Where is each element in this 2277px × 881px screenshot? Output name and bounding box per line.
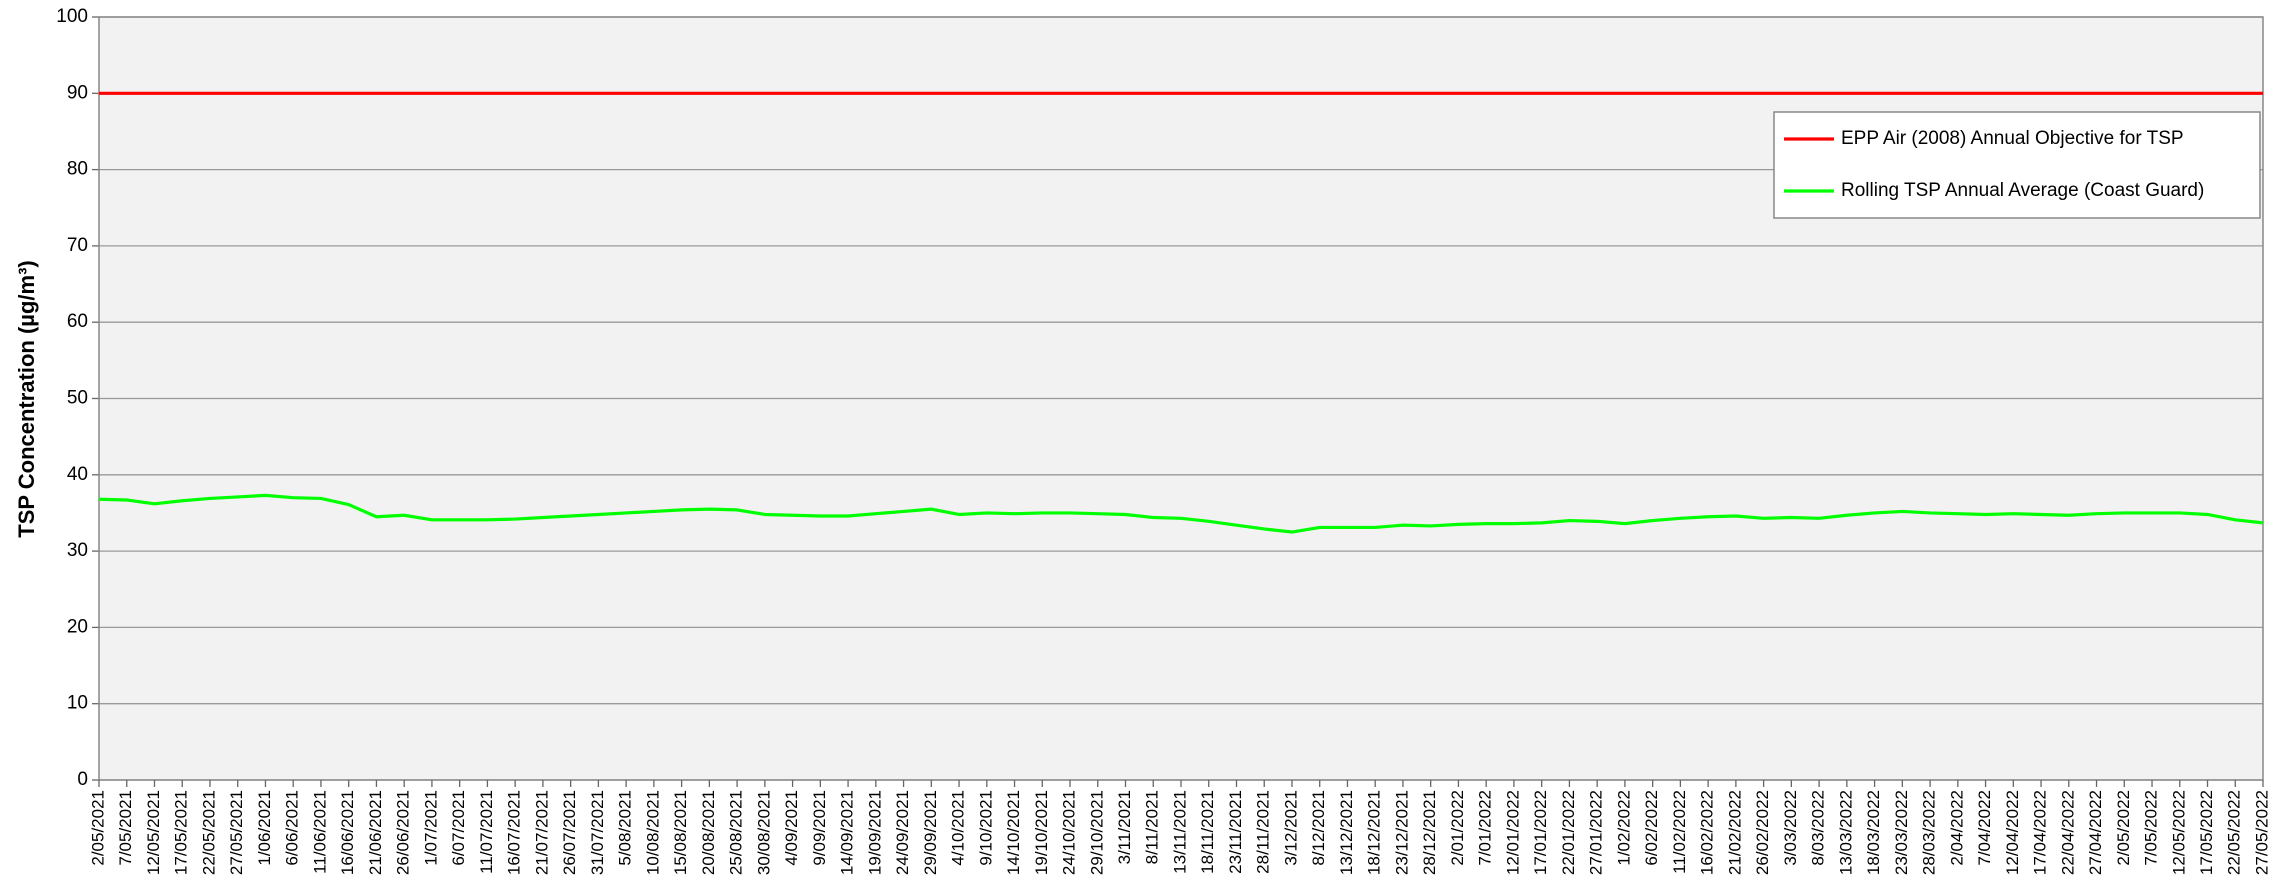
x-tick-label: 10/08/2021 — [643, 790, 662, 875]
x-tick-label: 25/08/2021 — [727, 790, 746, 875]
x-tick-label: 6/07/2021 — [449, 790, 468, 866]
x-tick-label: 23/11/2021 — [1226, 790, 1245, 874]
y-tick-label: 0 — [77, 769, 88, 790]
y-tick-label: 100 — [56, 6, 88, 27]
x-tick-label: 17/05/2022 — [2197, 790, 2216, 875]
x-tick-label: 13/12/2021 — [1337, 790, 1356, 875]
x-tick-label: 2/05/2022 — [2114, 790, 2133, 866]
x-tick-label: 18/12/2021 — [1365, 790, 1384, 875]
x-tick-label: 11/06/2021 — [310, 790, 329, 874]
x-tick-label: 4/10/2021 — [949, 790, 968, 866]
x-tick-label: 27/04/2022 — [2086, 790, 2105, 875]
x-tick-label: 16/07/2021 — [505, 790, 524, 875]
x-tick-label: 26/02/2022 — [1753, 790, 1772, 875]
x-tick-label: 21/06/2021 — [366, 790, 385, 875]
x-tick-label: 27/05/2022 — [2252, 790, 2271, 875]
x-tick-label: 3/11/2021 — [1115, 790, 1134, 864]
x-tick-label: 19/10/2021 — [1032, 790, 1051, 875]
x-tick-label: 30/08/2021 — [754, 790, 773, 875]
x-tick-label: 3/12/2021 — [1281, 790, 1300, 866]
x-tick-label: 23/03/2022 — [1892, 790, 1911, 875]
x-tick-label: 21/02/2022 — [1725, 790, 1744, 875]
x-tick-label: 22/01/2022 — [1559, 790, 1578, 875]
data-line — [98, 493, 2264, 534]
x-tick-label: 7/01/2022 — [1476, 790, 1495, 866]
x-tick-label: 27/01/2022 — [1587, 790, 1606, 875]
y-axis-title: TSP Concentration (µg/m³) — [14, 260, 39, 538]
y-tick-label: 50 — [67, 388, 88, 409]
x-tick-label: 12/04/2022 — [2003, 790, 2022, 875]
x-tick-label: 27/05/2021 — [227, 790, 246, 875]
x-tick-label: 18/03/2022 — [1864, 790, 1883, 875]
y-tick-label: 20 — [67, 616, 88, 637]
x-tick-label: 12/05/2021 — [144, 790, 163, 875]
y-tick-label: 10 — [67, 693, 88, 714]
x-tick-label: 28/12/2021 — [1420, 790, 1439, 875]
x-tick-label: 6/02/2022 — [1642, 790, 1661, 866]
x-tick-label: 13/11/2021 — [1170, 790, 1189, 874]
x-tick-label: 28/11/2021 — [1254, 790, 1273, 874]
x-tick-label: 9/10/2021 — [976, 790, 995, 866]
x-tick-label: 2/01/2022 — [1448, 790, 1467, 866]
x-tick-label: 5/08/2021 — [616, 790, 635, 866]
x-tick-label: 28/03/2022 — [1920, 790, 1939, 875]
x-tick-label: 7/05/2022 — [2142, 790, 2161, 866]
x-tick-label: 17/04/2022 — [2031, 790, 2050, 875]
x-tick-label: 26/06/2021 — [394, 790, 413, 875]
x-tick-label: 11/02/2022 — [1670, 790, 1689, 874]
x-tick-label: 20/08/2021 — [699, 790, 718, 875]
x-tick-label: 15/08/2021 — [671, 790, 690, 875]
x-tick-label: 17/05/2021 — [172, 790, 191, 875]
x-tick-label: 1/07/2021 — [421, 790, 440, 866]
x-tick-label: 16/06/2021 — [338, 790, 357, 875]
x-tick-label: 3/03/2022 — [1781, 790, 1800, 866]
x-tick-label: 9/09/2021 — [810, 790, 829, 866]
x-tick-label: 21/07/2021 — [532, 790, 551, 875]
x-tick-label: 11/07/2021 — [477, 790, 496, 874]
y-tick-label: 60 — [67, 311, 88, 332]
y-tick-label: 70 — [67, 235, 88, 256]
x-tick-label: 29/10/2021 — [1087, 790, 1106, 875]
x-tick-label: 6/06/2021 — [283, 790, 302, 866]
x-tick-label: 19/09/2021 — [865, 790, 884, 875]
x-tick-label: 12/01/2022 — [1503, 790, 1522, 875]
x-tick-label: 7/05/2021 — [116, 790, 135, 866]
legend-box — [1773, 111, 2261, 219]
x-tick-label: 8/12/2021 — [1309, 790, 1328, 866]
y-tick-label: 30 — [67, 540, 88, 561]
legend-label: EPP Air (2008) Annual Objective for TSP — [1841, 128, 2184, 149]
x-tick-label: 26/07/2021 — [560, 790, 579, 875]
x-tick-label: 22/05/2021 — [199, 790, 218, 875]
y-tick-label: 40 — [67, 464, 88, 485]
x-tick-label: 2/04/2022 — [1947, 790, 1966, 866]
x-tick-label: 4/09/2021 — [782, 790, 801, 866]
x-tick-label: 22/05/2022 — [2225, 790, 2244, 875]
x-tick-label: 23/12/2021 — [1392, 790, 1411, 875]
x-tick-label: 24/09/2021 — [893, 790, 912, 875]
x-tick-label: 29/09/2021 — [921, 790, 940, 875]
y-tick-label: 90 — [67, 82, 88, 103]
x-tick-label: 14/09/2021 — [838, 790, 857, 875]
x-tick-label: 24/10/2021 — [1060, 790, 1079, 875]
x-tick-label: 13/03/2022 — [1836, 790, 1855, 875]
legend-label: Rolling TSP Annual Average (Coast Guard) — [1841, 180, 2204, 201]
x-tick-label: 1/02/2022 — [1614, 790, 1633, 866]
x-tick-label: 31/07/2021 — [588, 790, 607, 875]
x-tick-label: 16/02/2022 — [1698, 790, 1717, 875]
x-tick-label: 12/05/2022 — [2169, 790, 2188, 875]
x-tick-label: 22/04/2022 — [2058, 790, 2077, 875]
x-tick-label: 7/04/2022 — [1975, 790, 1994, 866]
x-tick-label: 1/06/2021 — [255, 790, 274, 866]
legend: EPP Air (2008) Annual Objective for TSP R… — [1773, 111, 2261, 219]
x-tick-label: 2/05/2021 — [88, 790, 107, 866]
x-tick-label: 8/11/2021 — [1143, 790, 1162, 864]
x-tick-label: 18/11/2021 — [1198, 790, 1217, 874]
x-tick-label: 14/10/2021 — [1004, 790, 1023, 875]
y-tick-label: 80 — [67, 159, 88, 180]
x-tick-label: 8/03/2022 — [1809, 790, 1828, 866]
x-tick-label: 17/01/2022 — [1531, 790, 1550, 875]
